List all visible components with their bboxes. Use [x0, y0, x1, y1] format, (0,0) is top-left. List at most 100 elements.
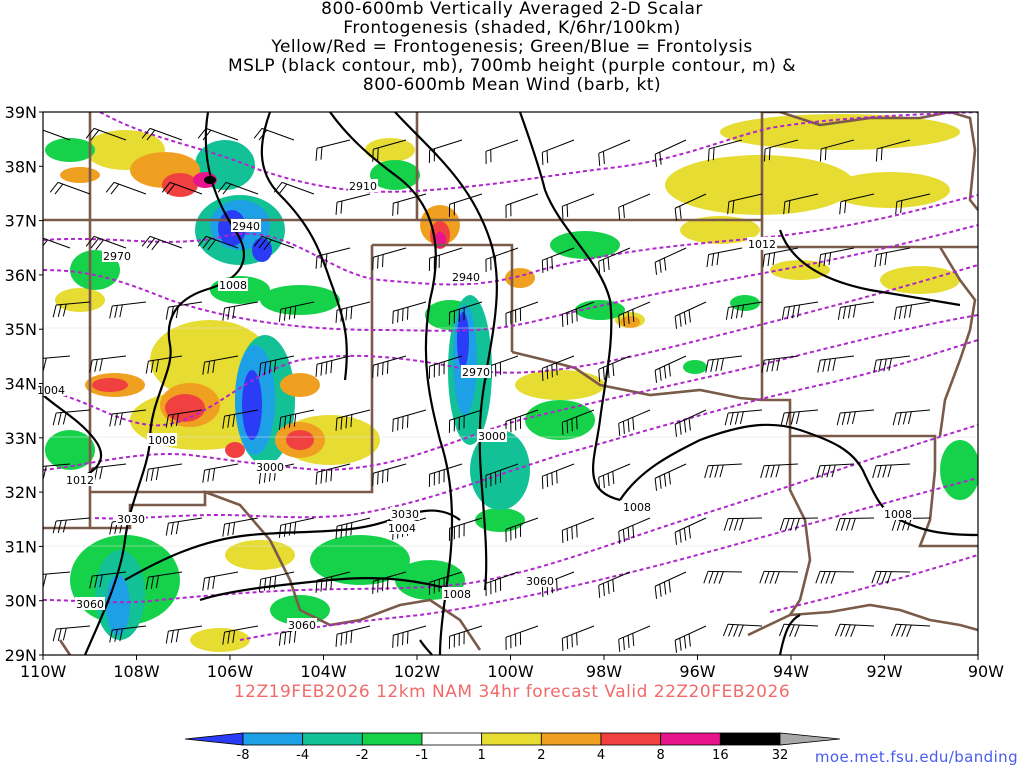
height-contour-label: 3000 [256, 461, 284, 474]
wind-barb [335, 409, 371, 431]
wind-barb [674, 193, 707, 221]
wind-barb [674, 301, 707, 329]
wind-barb [598, 463, 631, 490]
wind-barb [778, 623, 819, 637]
wind-barb [52, 517, 91, 534]
wind-barb [141, 235, 183, 251]
wind-barb [448, 301, 483, 325]
lon-label: 102W [394, 662, 441, 681]
wind-barb [392, 301, 427, 324]
height-label-bg [390, 507, 420, 520]
lon-label: 98W [586, 662, 622, 681]
wind-barb [541, 247, 575, 273]
wind-barb [145, 463, 183, 482]
wind-barb [819, 139, 855, 162]
wind-barb [315, 355, 351, 377]
wind-barb [372, 463, 407, 486]
wind-barb [485, 571, 519, 596]
lon-label: 104W [300, 662, 347, 681]
wind-barb [874, 247, 911, 268]
wind-barb [618, 625, 651, 652]
pressure-contour-label: 1008 [623, 501, 651, 514]
wind-barb [724, 409, 763, 426]
wind-barb [278, 301, 315, 322]
wind-barb [315, 571, 351, 593]
wind-barb [52, 625, 91, 642]
wind-barb [781, 301, 819, 320]
wind-barb [52, 301, 91, 318]
height-contour-label: 3000 [478, 430, 506, 443]
site-credit[interactable]: moe.met.fsu.edu/banding [814, 748, 1018, 766]
wind-barb [485, 463, 519, 488]
wind-barb [674, 409, 707, 437]
wind-barb [839, 193, 875, 215]
wind-barb [372, 355, 407, 378]
wind-barb [109, 301, 147, 319]
wind-barb [762, 247, 799, 268]
wind-barb [505, 193, 539, 218]
wind-barb [815, 570, 855, 584]
lat-label: 32N [5, 483, 37, 502]
wind-barb [598, 139, 631, 166]
wind-barb [654, 463, 687, 491]
wind-barb [892, 409, 931, 426]
wind-barb [145, 355, 183, 374]
height-label-bg [116, 512, 146, 525]
height-label-bg [231, 219, 261, 232]
wind-barb [335, 301, 371, 323]
wind-barb [722, 623, 763, 637]
wind-barb [202, 571, 239, 591]
wind-barb [315, 247, 351, 269]
wind-barb [485, 247, 519, 272]
wind-barb [779, 517, 819, 531]
wind-barb [85, 127, 127, 141]
pressure-contour-label: 1008 [219, 279, 247, 292]
colorbar-tick-label: -4 [296, 748, 309, 763]
lat-label: 29N [5, 646, 37, 665]
pressure-label-bg [147, 433, 177, 446]
wind-barb [43, 129, 71, 141]
wind-barb [890, 623, 931, 637]
title-line-4: MSLP (black contour, mb), 700mb height (… [227, 56, 797, 76]
wind-barb [703, 570, 743, 584]
wind-barb [561, 517, 595, 543]
colorbar-swatch [481, 732, 542, 746]
wind-barb [141, 127, 183, 141]
wind-barb [618, 301, 651, 328]
wind-barb [505, 625, 539, 650]
pressure-label-bg [387, 521, 417, 534]
wind-barb [428, 139, 463, 163]
lat-label: 30N [5, 592, 37, 611]
title-line-5: 800-600mb Mean Wind (barb, kt) [362, 75, 662, 95]
colorbar-swatch [660, 732, 721, 746]
wind-barb [654, 571, 687, 599]
colorbar-tick-label: 32 [772, 748, 789, 763]
title-line-3: Yellow/Red = Frontogenesis; Green/Blue =… [271, 37, 753, 57]
lon-label: 110W [20, 662, 67, 681]
height-label-bg [348, 179, 378, 192]
wind-barb [873, 355, 911, 373]
wind-barb [598, 571, 631, 598]
wind-barb [43, 237, 71, 249]
lon-label: 92W [866, 662, 902, 681]
wind-barb [448, 517, 483, 541]
wind-barb [872, 463, 911, 479]
pressure-label-bg [622, 500, 652, 513]
wind-barb [834, 623, 875, 637]
colorbar-tick-label: 2 [537, 748, 545, 763]
wind-barb [837, 301, 875, 320]
wind-barb [197, 127, 239, 141]
wind-barb [561, 301, 595, 327]
wind-barb [43, 571, 71, 587]
wind-barb [541, 355, 575, 381]
height-contour-label: 3030 [117, 513, 145, 526]
lat-label: 37N [5, 212, 37, 231]
pressure-contour-label: 1012 [66, 474, 94, 487]
wind-barb [448, 193, 483, 217]
wind-barb [561, 625, 595, 651]
wind-barb [43, 355, 71, 371]
wind-barb [89, 571, 127, 589]
colorbar-tick-label: 1 [478, 748, 486, 763]
wind-barb [253, 127, 295, 141]
